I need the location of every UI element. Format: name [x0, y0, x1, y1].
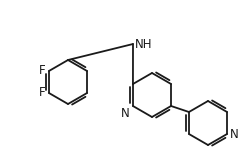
- Text: N: N: [121, 107, 130, 120]
- Text: F: F: [39, 86, 46, 99]
- Text: N: N: [230, 128, 239, 141]
- Text: F: F: [39, 65, 46, 78]
- Text: NH: NH: [135, 37, 153, 50]
